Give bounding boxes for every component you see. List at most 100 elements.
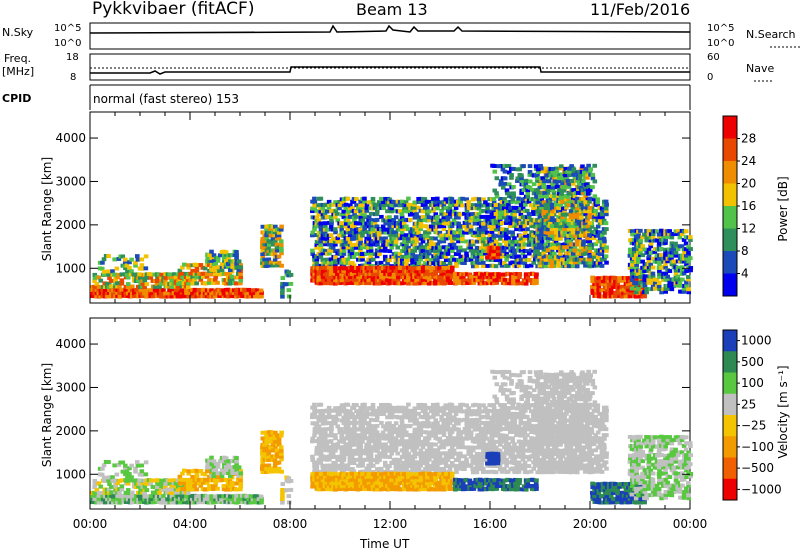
velocity-cell-217 <box>252 497 258 502</box>
power-cell-3147 <box>558 251 563 256</box>
power-cell-3125 <box>553 223 559 228</box>
power-cell-139 <box>196 294 201 299</box>
power-cell-3536 <box>628 250 633 254</box>
power-cell-688 <box>280 281 285 286</box>
power-cell-645 <box>219 268 225 273</box>
power-cell-473 <box>211 281 216 285</box>
power-cell-2772 <box>418 275 424 280</box>
power-cell-3053 <box>543 175 549 180</box>
power-cell-3335 <box>581 190 586 195</box>
power-cell-1103 <box>374 212 380 217</box>
power-cell-387 <box>116 256 122 261</box>
power-cell-928 <box>347 245 353 250</box>
power-cell-1462 <box>433 212 439 217</box>
power-cell-1937 <box>512 209 518 214</box>
power-cell-3343 <box>582 233 588 238</box>
power-cell-1610 <box>458 254 464 259</box>
power-cell-2994 <box>537 242 542 247</box>
velocity-cell-641 <box>215 471 221 476</box>
power-cell-792 <box>324 251 330 256</box>
power-cell-4034 <box>592 179 598 184</box>
velocity-cell-842 <box>333 455 338 459</box>
power-cell-4023 <box>585 191 591 196</box>
power-cell-3358 <box>585 236 590 241</box>
power-cell-791 <box>324 257 330 262</box>
power-cell-1113 <box>376 230 382 235</box>
power-cell-856 <box>335 211 340 216</box>
power-cell-2025 <box>526 215 532 219</box>
velocity-cell-30 <box>111 500 116 505</box>
power-cell-347 <box>175 272 181 277</box>
velocity-cell-107 <box>169 494 175 499</box>
velocity-cell-837 <box>331 408 337 413</box>
power-cell-1512 <box>441 224 447 229</box>
power-cell-3964 <box>544 194 549 199</box>
power-cell-846 <box>333 230 338 235</box>
power-cell-295 <box>142 278 148 283</box>
velocity-cell-726 <box>314 445 320 450</box>
power-cell-1021 <box>362 227 367 232</box>
power-cell-1907 <box>507 239 513 244</box>
power-cell-872 <box>339 254 345 259</box>
power-cell-1011 <box>360 223 365 228</box>
power-cell-403 <box>131 272 136 277</box>
power-cell-1311 <box>410 257 415 262</box>
power-cell-1745 <box>481 221 486 226</box>
power-cell-3037 <box>543 264 549 269</box>
power-cell-2778 <box>420 272 426 277</box>
power-cell-2796 <box>427 272 432 277</box>
power-cell-1056 <box>368 254 374 259</box>
power-cell-3779 <box>673 272 679 276</box>
power-cell-2559 <box>333 269 338 274</box>
power-cell-1246 <box>400 254 405 259</box>
velocity-cell-171 <box>219 497 224 502</box>
power-cell-822 <box>328 224 334 229</box>
power-cell-2747 <box>407 266 413 271</box>
power-cell-1906 <box>507 242 513 247</box>
power-cell-3093 <box>549 227 555 232</box>
power-cell-1476 <box>435 218 440 223</box>
power-cell-2881 <box>471 280 477 285</box>
power-cell-3327 <box>580 242 586 247</box>
velocity-cell-510 <box>229 480 235 485</box>
power-cell-3060 <box>545 236 551 241</box>
power-cell-2806 <box>432 281 438 286</box>
velocity-cell-919 <box>345 424 351 429</box>
power-cell-3584 <box>636 256 641 261</box>
power-cell-2630 <box>362 271 367 276</box>
power-cell-291 <box>140 275 145 280</box>
freq-frame <box>89 53 691 81</box>
power-cell-1444 <box>431 208 436 213</box>
velocity-cell-702 <box>310 439 315 444</box>
power-cell-1426 <box>427 199 432 204</box>
velocity-cell-841 <box>333 461 338 466</box>
power-cell-3876 <box>495 252 501 257</box>
power-cell-3636 <box>646 256 651 261</box>
power-cell-1521 <box>443 254 449 259</box>
velocity-cell-910 <box>343 412 349 417</box>
power-cell-731 <box>314 215 320 220</box>
power-cell-1782 <box>489 257 494 262</box>
power-cell-3851 <box>688 268 693 273</box>
power-cell-927 <box>347 248 353 253</box>
velocity-cell-660 <box>226 467 231 472</box>
power-cell-1282 <box>403 217 409 222</box>
power-cell-4015 <box>578 173 583 178</box>
power-cell-3437 <box>606 281 612 286</box>
power-cell-1544 <box>447 258 453 263</box>
velocity-cell-298 <box>144 481 149 486</box>
power-cell-3848 <box>686 250 691 255</box>
power-cell-307 <box>152 272 158 277</box>
power-cell-2456 <box>597 215 603 220</box>
velocity-cell-141 <box>196 494 202 498</box>
power-cell-1820 <box>493 218 499 223</box>
power-cell-434 <box>186 263 192 268</box>
power-cell-1752 <box>483 242 488 247</box>
power-cell-1173 <box>387 218 393 223</box>
power-cell-2412 <box>591 251 597 256</box>
power-cell-1251 <box>399 230 405 235</box>
power-cell-1370 <box>418 221 424 226</box>
power-cell-1031 <box>364 251 369 256</box>
power-cell-3567 <box>634 274 639 279</box>
